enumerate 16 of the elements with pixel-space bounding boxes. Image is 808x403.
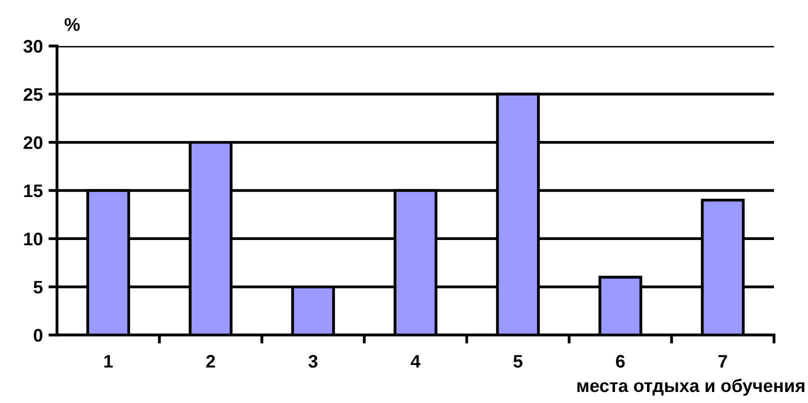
x-axis-title: места отдыха и обучения xyxy=(577,378,804,396)
x-tick-label: 7 xyxy=(718,355,728,368)
x-tick-label: 1 xyxy=(104,355,113,368)
x-tick-label: 6 xyxy=(616,354,625,368)
y-tick-label: 10 xyxy=(24,232,42,246)
y-tick-label: 20 xyxy=(24,136,42,150)
y-tick-label: 0 xyxy=(34,328,42,342)
y-tick-label: 15 xyxy=(24,184,43,198)
x-tick-label: 3 xyxy=(308,354,318,368)
x-tick-label: 2 xyxy=(206,354,215,368)
y-tick-label: 25 xyxy=(24,88,43,101)
x-tick-label: 4 xyxy=(410,355,420,368)
x-tick-label: 5 xyxy=(513,355,522,368)
y-axis-title: % xyxy=(64,18,80,31)
y-tick-label: 30 xyxy=(23,40,42,53)
y-tick-label: 5 xyxy=(34,280,43,294)
